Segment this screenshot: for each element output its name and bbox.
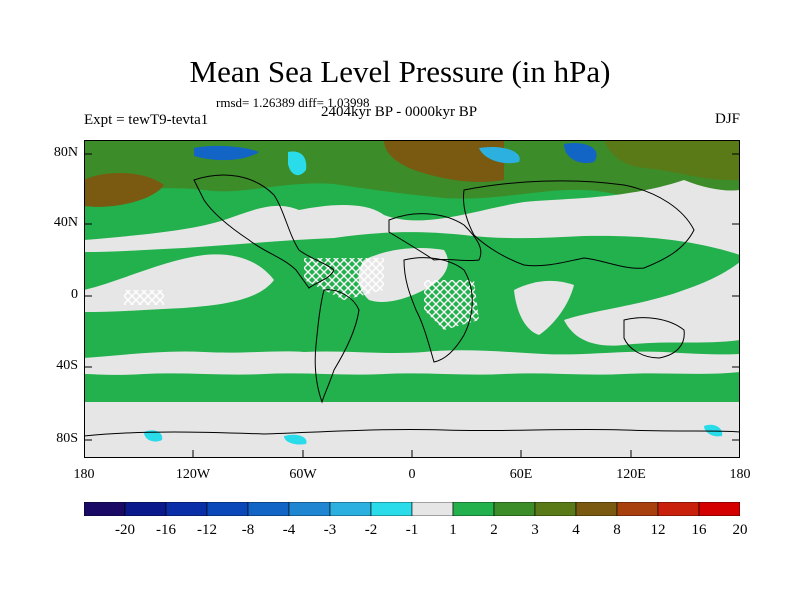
colorbar-swatch <box>370 502 413 516</box>
colorbar-label: 8 <box>613 522 621 538</box>
stats-label: rmsd= 1.26389 diff= 1.03998 <box>216 95 370 110</box>
lon-label: 120W <box>175 467 211 482</box>
lat-label: 0 <box>71 287 78 302</box>
lon-label: 60W <box>289 467 317 482</box>
colorbar-label: 16 <box>691 522 707 538</box>
season-label: DJF <box>714 111 740 127</box>
negative-anomaly <box>479 146 520 164</box>
neutral-pacific-east <box>564 262 740 346</box>
lat-label: 80S <box>56 431 78 446</box>
neutral-indian <box>514 280 574 335</box>
colorbar-label: -2 <box>364 522 378 538</box>
colorbar-swatch <box>657 502 700 516</box>
brown-patch <box>384 140 504 182</box>
colorbar-label: -20 <box>115 522 135 538</box>
colorbar-label: 2 <box>490 522 498 538</box>
colorbar-swatch <box>288 502 331 516</box>
colorbar-label: -3 <box>323 522 337 538</box>
colorbar-label: -12 <box>197 522 217 538</box>
colorbar-label: -1 <box>405 522 419 538</box>
colorbar-swatch <box>698 502 740 516</box>
colorbar-label: 12 <box>650 522 666 538</box>
lon-label: 0 <box>408 467 416 482</box>
hatched-region <box>124 290 164 305</box>
negative-anomaly <box>144 430 163 442</box>
negative-anomaly <box>194 145 259 161</box>
colorbar-swatch <box>124 502 167 516</box>
experiment-label: Expt = tewT9-tevta1 <box>84 112 209 128</box>
colorbar-swatch <box>575 502 618 516</box>
lat-label: 80N <box>53 145 78 160</box>
lon-label: 120E <box>616 467 646 482</box>
colorbar-swatch <box>206 502 249 516</box>
colorbar-swatch <box>247 502 290 516</box>
colorbar-swatch <box>84 502 126 516</box>
colorbar-swatch <box>616 502 659 516</box>
colorbar-label: -16 <box>156 522 176 538</box>
negative-anomaly <box>704 424 723 437</box>
negative-anomaly <box>288 151 307 176</box>
lon-label: 180 <box>73 467 95 482</box>
period-label: 2404kyr BP - 0000kyr BP <box>321 104 478 120</box>
colorbar-label: 1 <box>449 522 457 538</box>
colorbar-label: -8 <box>241 522 255 538</box>
negative-anomaly <box>284 434 307 445</box>
hatched-region <box>424 280 479 330</box>
lat-label: 40S <box>56 358 78 373</box>
lon-label: 180 <box>729 467 751 482</box>
lon-label: 60E <box>509 467 533 482</box>
colorbar-label: 3 <box>531 522 539 538</box>
lat-label: 40N <box>53 215 78 230</box>
colorbar-swatch <box>452 502 495 516</box>
colorbar-label: -4 <box>282 522 296 538</box>
pressure-map <box>84 140 740 458</box>
colorbar-swatch <box>493 502 536 516</box>
colorbar-swatch <box>165 502 208 516</box>
colorbar-label: 20 <box>732 522 748 538</box>
map-title: Mean Sea Level Pressure (in hPa) <box>189 54 611 89</box>
colorbar-swatch <box>411 502 454 516</box>
colorbar-swatch <box>534 502 577 516</box>
negative-anomaly <box>564 142 597 164</box>
colorbar-label: 4 <box>572 522 580 538</box>
neutral-band-south <box>84 350 740 375</box>
brown-patch <box>84 173 164 207</box>
colorbar-swatch <box>329 502 372 516</box>
neutral-band-north <box>84 180 740 255</box>
colorbar <box>84 502 740 516</box>
tick-marks <box>84 153 740 458</box>
coastlines <box>84 174 740 437</box>
brown-patch <box>604 140 740 181</box>
